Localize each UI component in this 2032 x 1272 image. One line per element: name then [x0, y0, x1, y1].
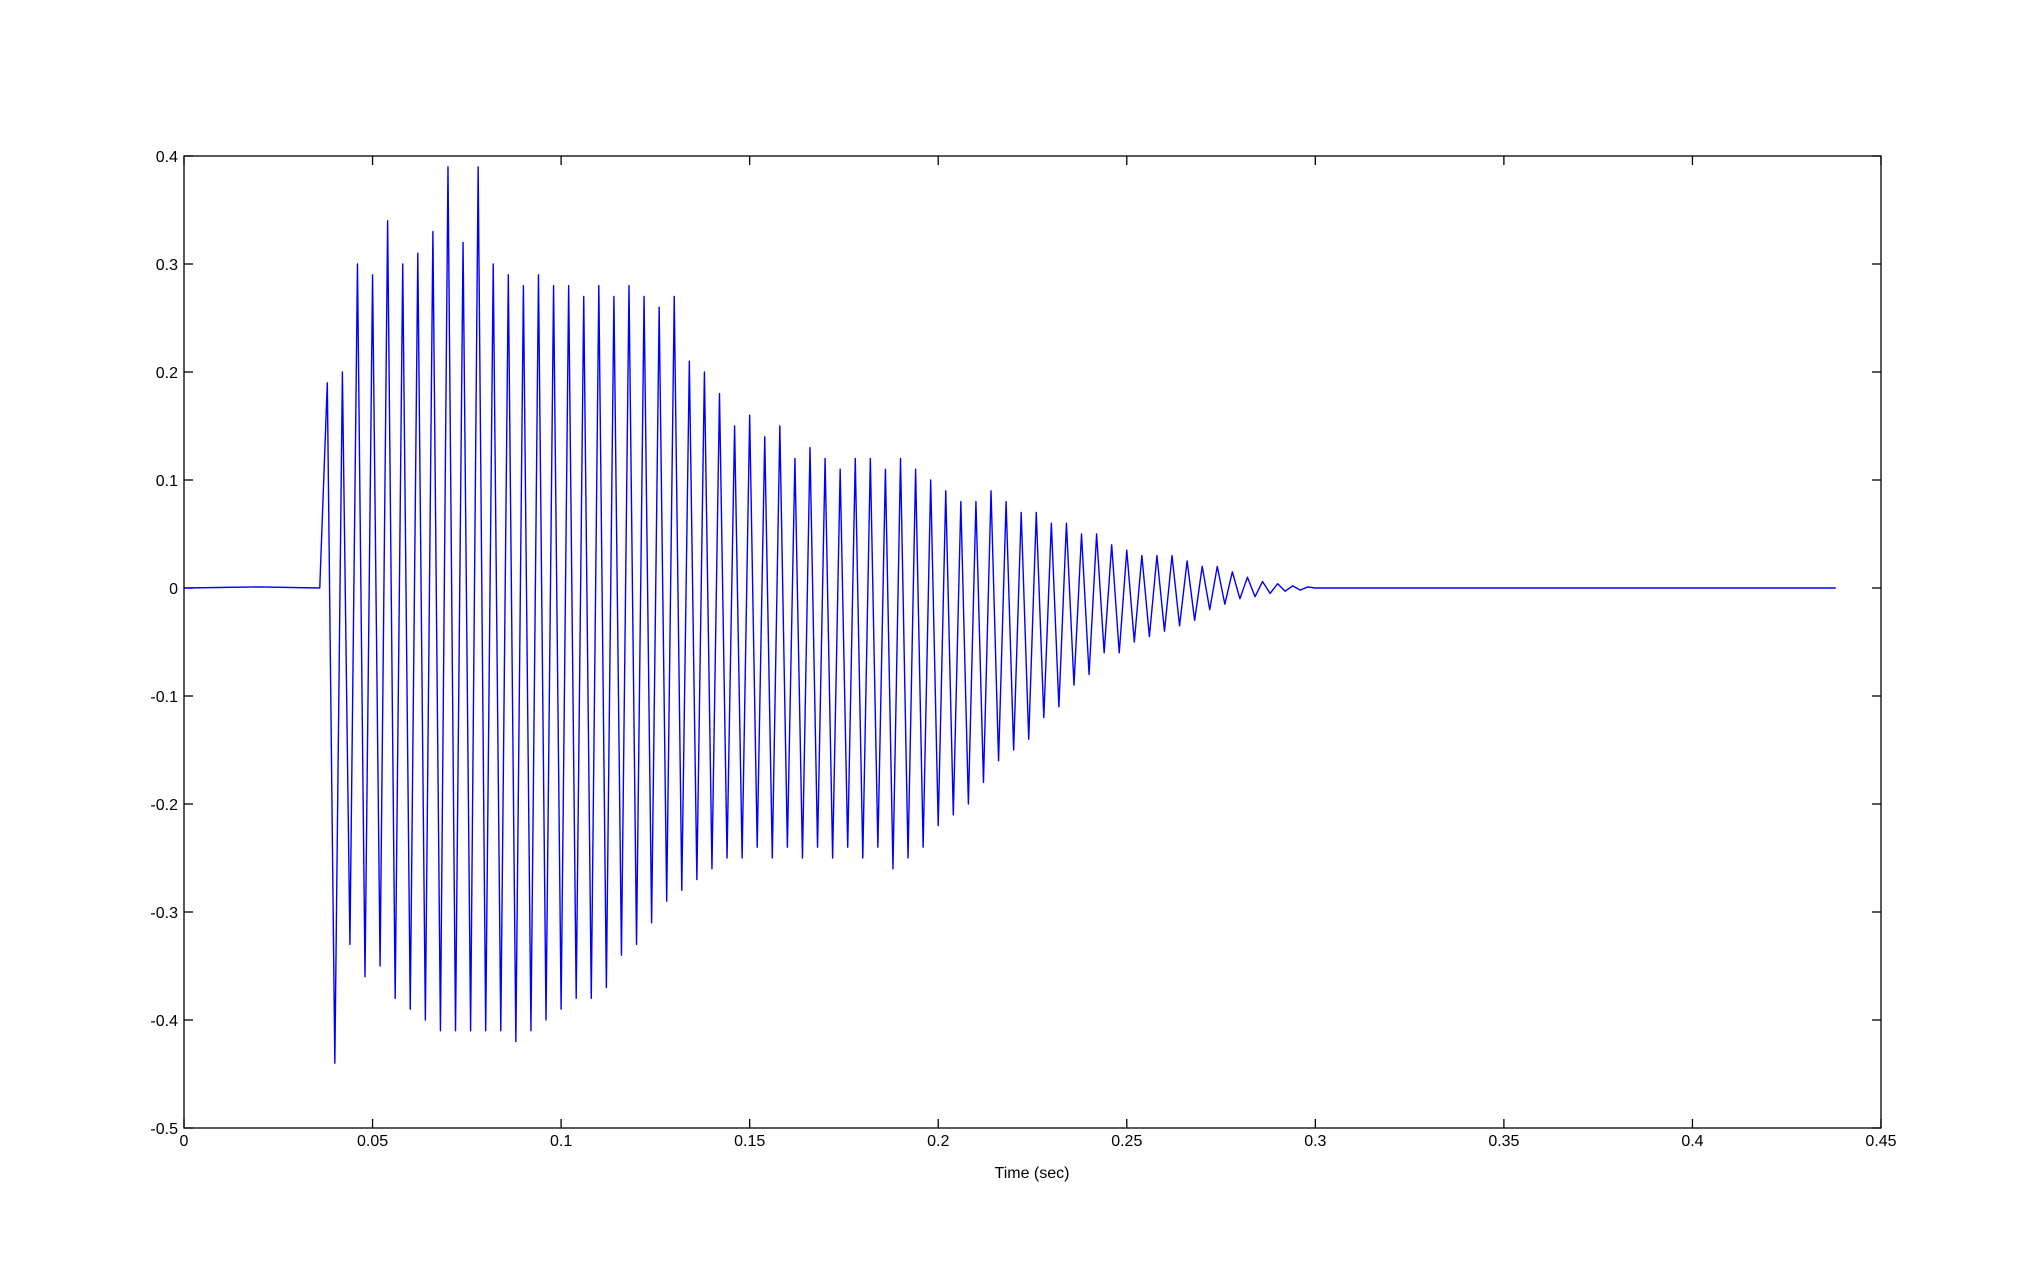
x-tick-label: 0.1: [550, 1133, 572, 1150]
x-tick-label: 0.45: [1865, 1133, 1896, 1150]
x-tick-label: 0.3: [1304, 1133, 1326, 1150]
y-tick-label: 0.1: [156, 473, 178, 490]
y-tick-label: -0.4: [150, 1013, 178, 1030]
y-tick-label: -0.3: [150, 905, 178, 922]
x-axis-label: Time (sec): [995, 1165, 1070, 1182]
x-tick-label: 0.35: [1488, 1133, 1519, 1150]
x-tick-label: 0: [180, 1133, 189, 1150]
x-tick-label: 0.15: [734, 1133, 765, 1150]
x-tick-label: 0.2: [927, 1133, 949, 1150]
y-tick-label: 0.4: [156, 149, 178, 166]
x-tick-label: 0.4: [1681, 1133, 1703, 1150]
waveform-line: [183, 166, 1836, 1064]
y-tick-label: -0.5: [150, 1121, 178, 1138]
y-tick-label: 0.3: [156, 257, 178, 274]
y-tick-label: -0.2: [150, 797, 178, 814]
y-tick-label: 0: [169, 581, 178, 598]
x-tick-label: 0.25: [1111, 1133, 1142, 1150]
y-tick-label: -0.1: [150, 689, 178, 706]
y-tick-label: 0.2: [156, 365, 178, 382]
x-tick-label: 0.05: [357, 1133, 388, 1150]
